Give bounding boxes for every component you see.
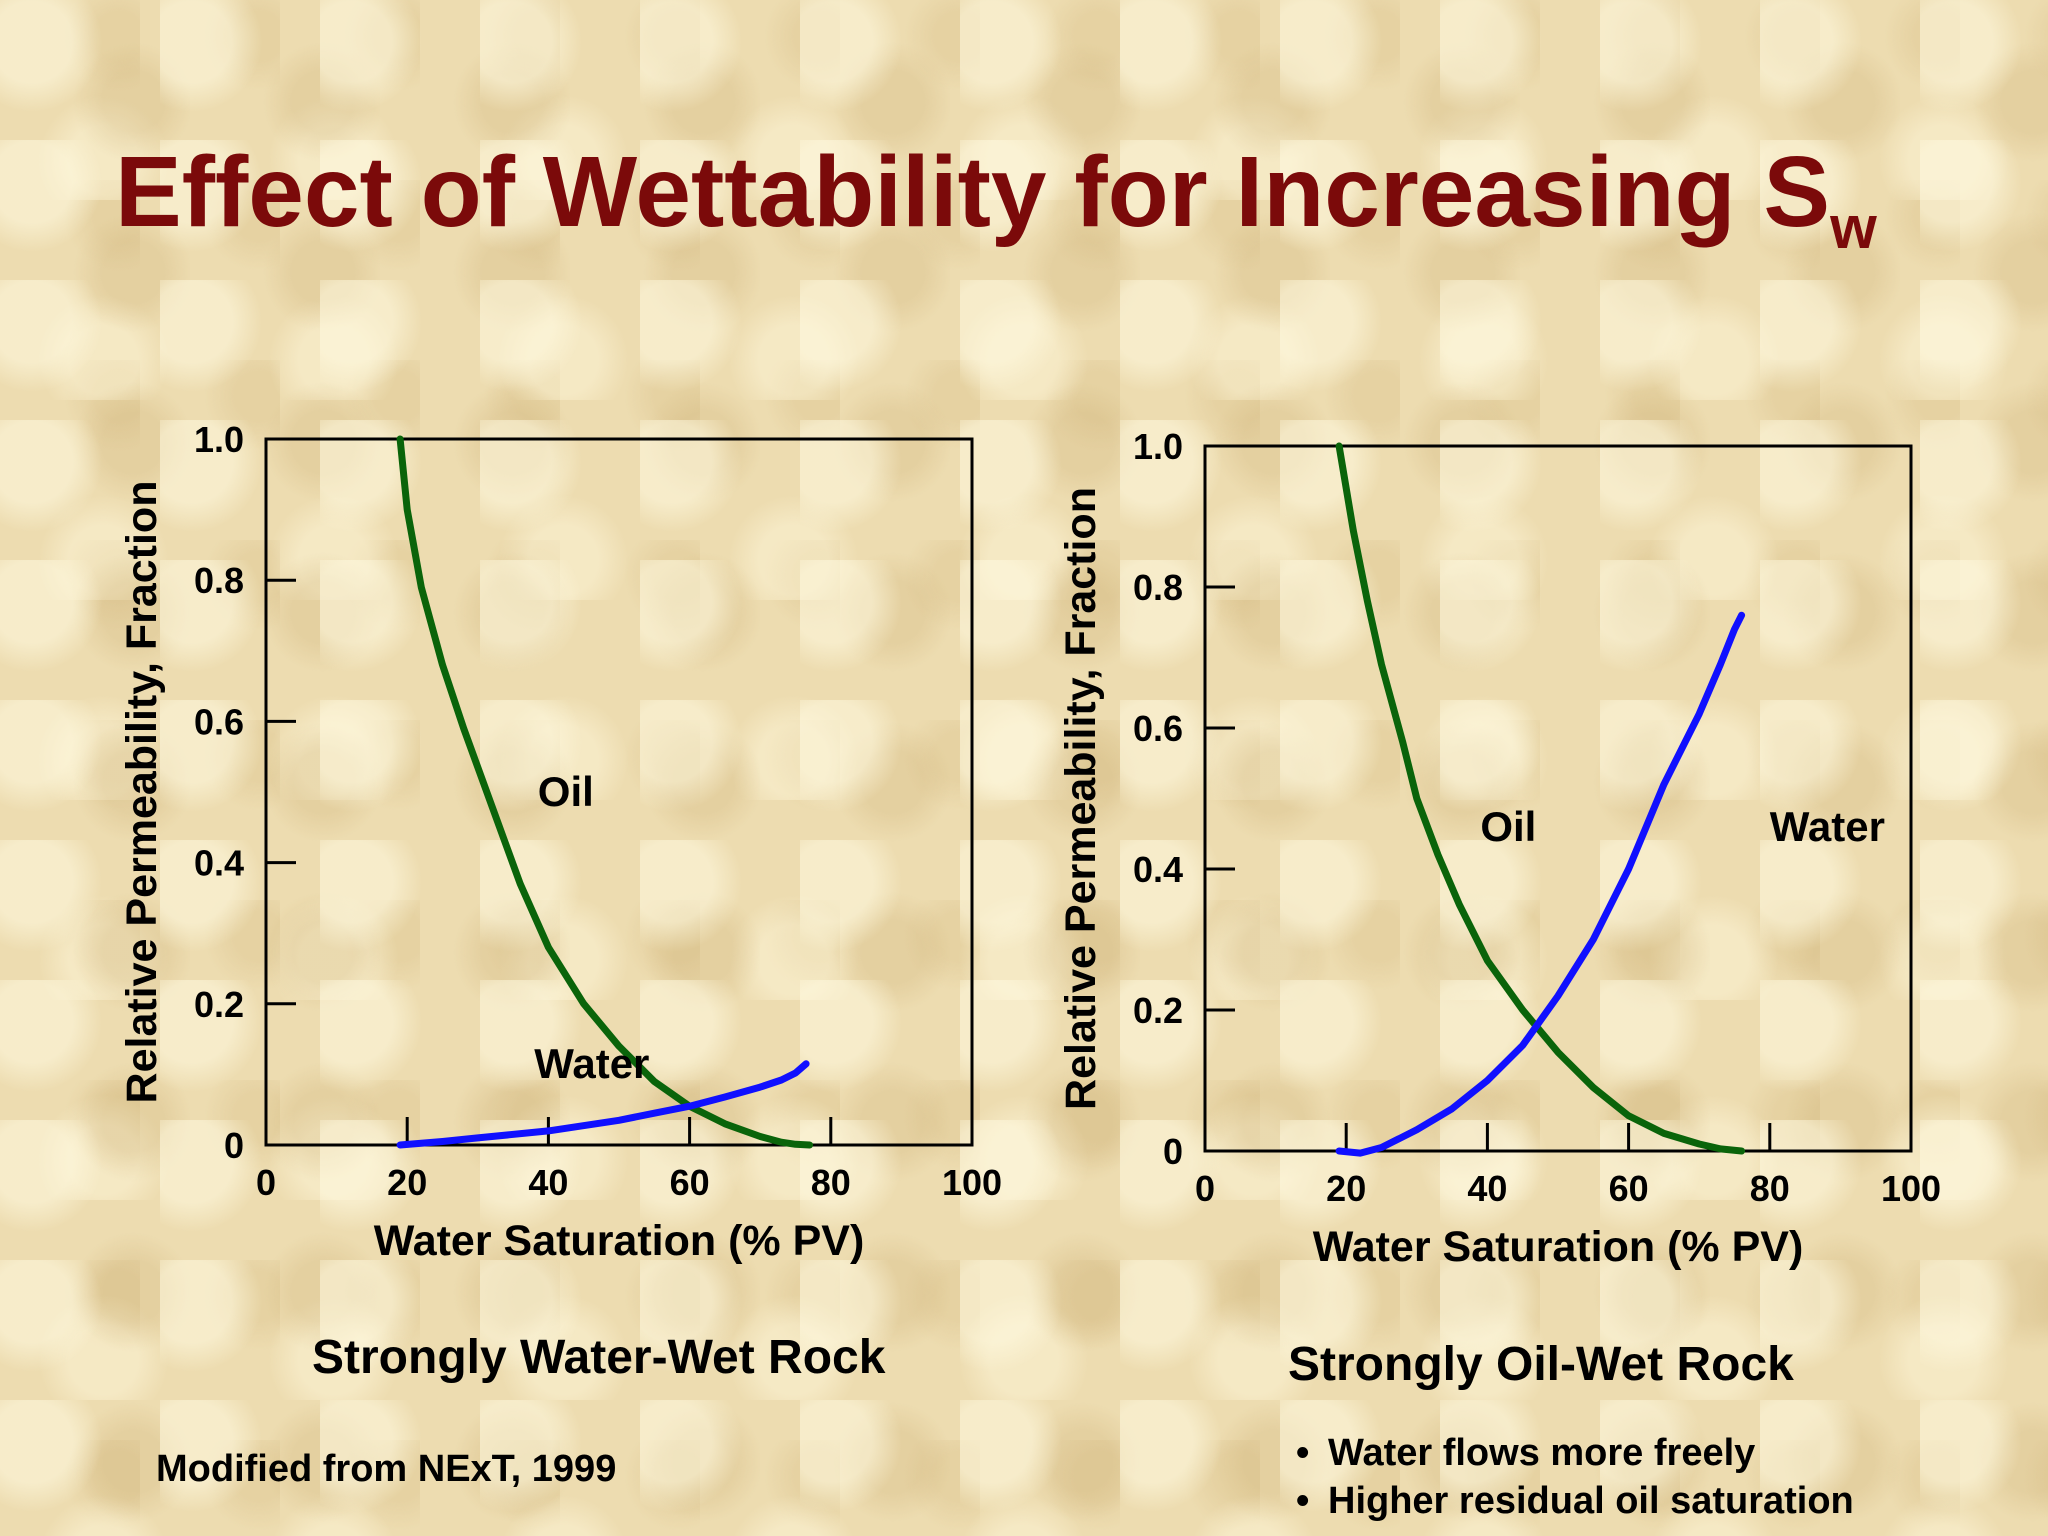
chart-right-y-tick-label: 0	[1163, 1131, 1183, 1172]
chart-left-series-oil-line	[396, 435, 814, 1149]
bullet-icon: •	[1296, 1432, 1310, 1474]
chart-right-x-axis-label: Water Saturation (% PV)	[1313, 1223, 1804, 1271]
chart-right-caption: Strongly Oil-Wet Rock	[1288, 1338, 1794, 1391]
chart-left-caption: Strongly Water-Wet Rock	[312, 1331, 886, 1384]
chart-right-y-tick-label: 0.2	[1133, 990, 1183, 1031]
chart-right-series-water-line	[1335, 611, 1746, 1157]
chart-left-x-axis-label: Water Saturation (% PV)	[374, 1217, 865, 1265]
chart-right-annotation-water: Water	[1770, 803, 1885, 850]
chart-left-y-axis-label: Relative Permeability, Fraction	[118, 481, 166, 1104]
chart-left-y-tick-label: 0	[224, 1125, 244, 1166]
chart-left-y-tick-label: 0.8	[194, 560, 244, 601]
bullet-icon: •	[1296, 1480, 1310, 1522]
chart-right-x-tick-label: 20	[1326, 1168, 1366, 1209]
chart-left-series-water-line	[396, 1060, 810, 1149]
note-text: Water flows more freely	[1328, 1432, 1756, 1474]
chart-right-x-tick-label: 80	[1750, 1168, 1790, 1209]
chart-right-y-tick-label: 0.6	[1133, 708, 1183, 749]
chart-left-y-tick-label: 0.4	[194, 843, 244, 884]
chart-right-y-tick-label: 0.8	[1133, 567, 1183, 608]
chart-right-annotation-oil: Oil	[1480, 803, 1536, 850]
chart-right-x-tick-label: 60	[1609, 1168, 1649, 1209]
title-main: Effect of Wettability for Increasing S	[115, 136, 1831, 248]
chart-right-x-tick-label: 0	[1195, 1168, 1215, 1209]
chart-right-y-axis-label: Relative Permeability, Fraction	[1057, 487, 1105, 1110]
chart-left-x-tick-label: 0	[256, 1162, 276, 1203]
slide-title: Effect of Wettability for Increasing Sw	[115, 135, 1877, 262]
source-note: Modified from NExT, 1999	[156, 1448, 617, 1490]
chart-right-plot-frame	[1203, 444, 1913, 1153]
title-subscript: w	[1830, 194, 1877, 261]
chart-right-y-tick-label: 0.4	[1133, 849, 1183, 890]
chart-left-y-tick-label: 1.0	[194, 419, 244, 460]
chart-left-annotation-water: Water	[534, 1040, 649, 1087]
note-item: • Higher residual oil saturation	[1296, 1480, 1854, 1528]
chart-left-y-tick-label: 0.6	[194, 701, 244, 742]
note-text: Higher residual oil saturation	[1328, 1480, 1854, 1522]
note-item: • Water flows more freely	[1296, 1432, 1854, 1480]
chart-left-x-tick-label: 100	[942, 1162, 1002, 1203]
chart-right-y-tick-label: 1.0	[1133, 426, 1183, 467]
chart-left-x-tick-label: 80	[811, 1162, 851, 1203]
chart-right-series-oil-line	[1335, 442, 1746, 1155]
chart-left-x-tick-label: 60	[670, 1162, 710, 1203]
chart-left-x-tick-label: 20	[387, 1162, 427, 1203]
chart-left-x-tick-label: 40	[528, 1162, 568, 1203]
chart-right-x-tick-label: 40	[1467, 1168, 1507, 1209]
chart-right-x-tick-label: 100	[1881, 1168, 1941, 1209]
notes-list: • Water flows more freely • Higher residua…	[1296, 1432, 1854, 1528]
chart-left-y-tick-label: 0.2	[194, 984, 244, 1025]
chart-left-plot-frame	[264, 437, 974, 1147]
chart-left-annotation-oil: Oil	[538, 768, 594, 815]
